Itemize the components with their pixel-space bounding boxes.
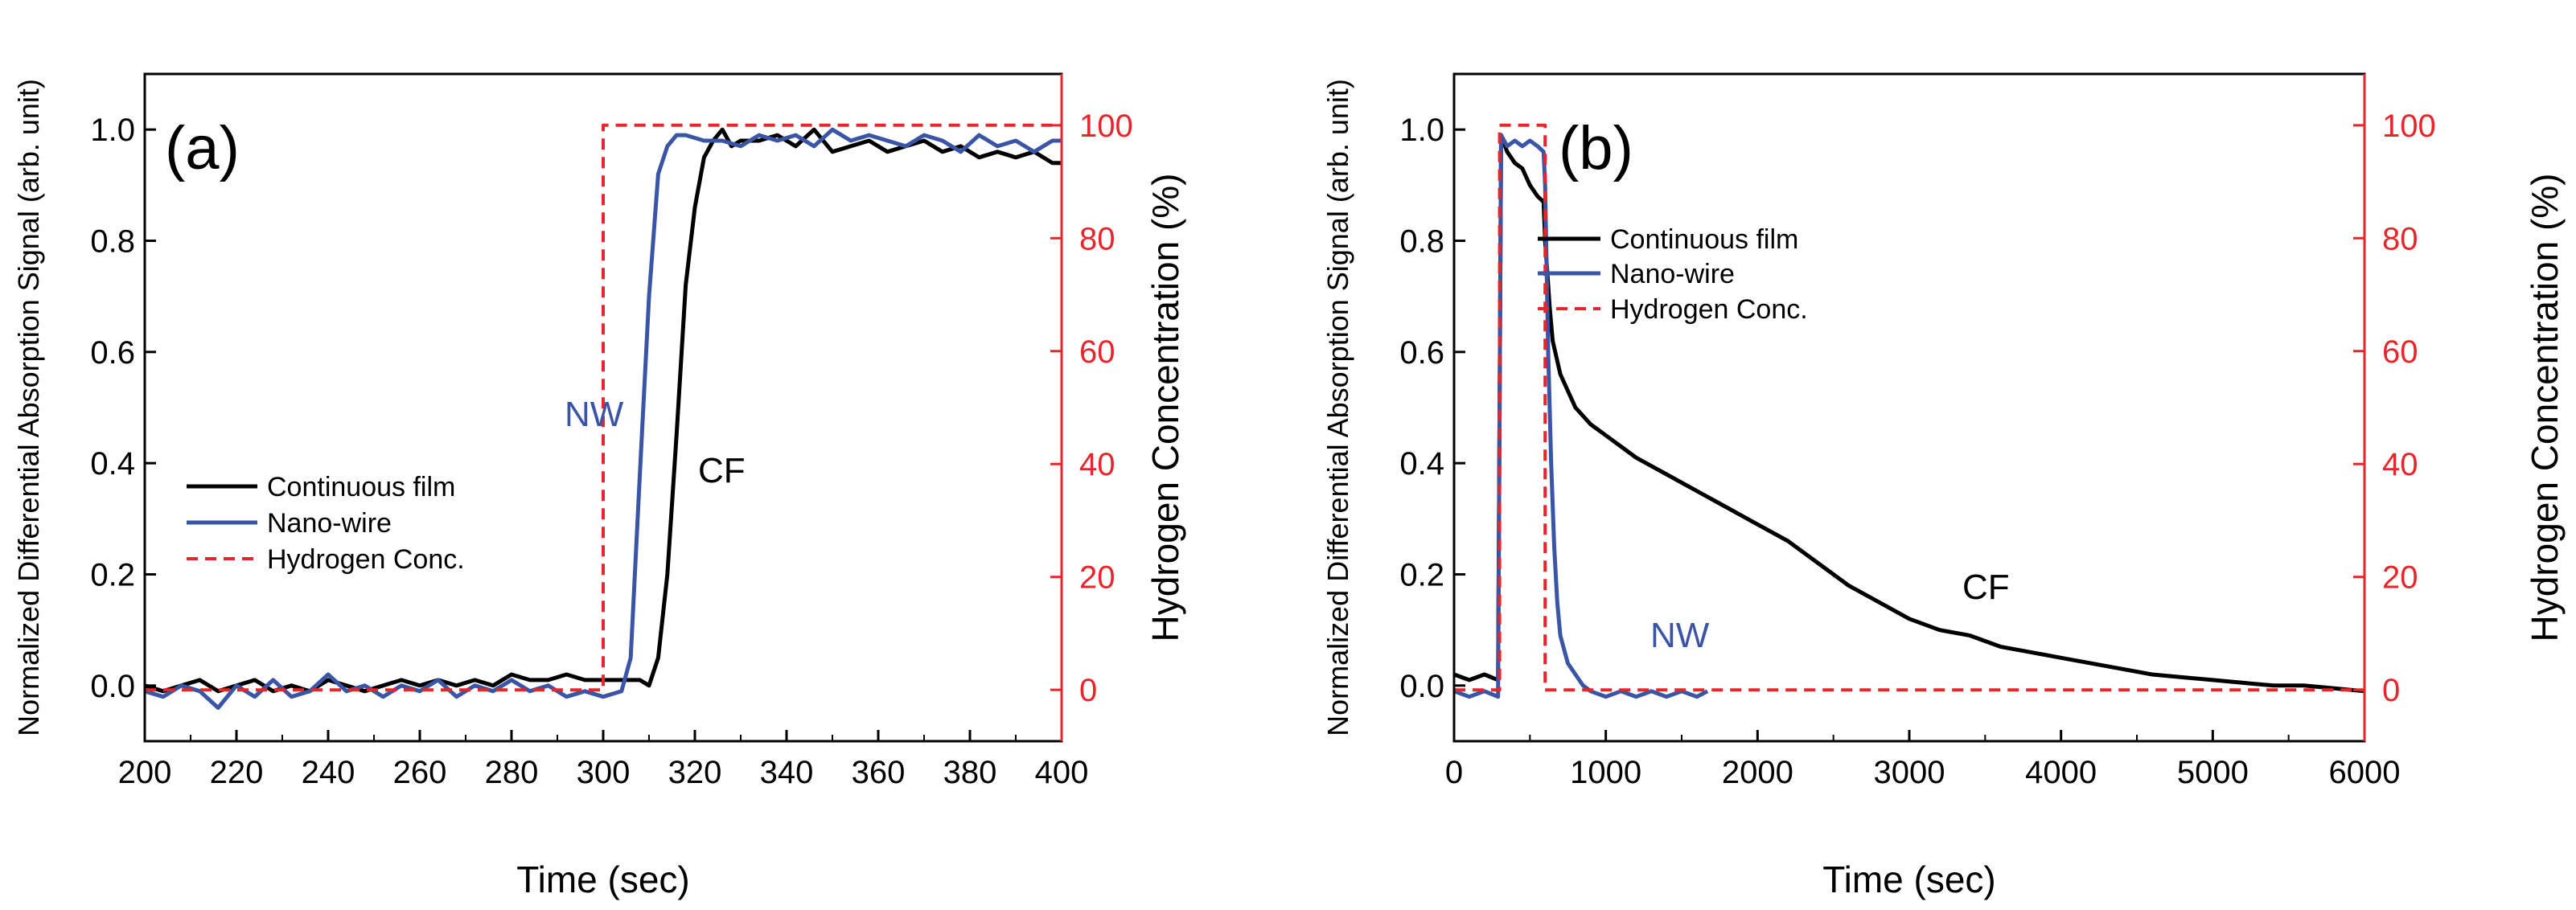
y-axis-title: Normalized Differential Absorption Signa… [12, 79, 45, 736]
y-axis-title: Normalized Differential Absorption Signa… [1321, 79, 1354, 736]
x-tick-label: 0 [1445, 755, 1463, 790]
x-tick-label: 1000 [1570, 755, 1641, 790]
series-line-h2 [145, 123, 1062, 692]
y-tick-label: 0.4 [1399, 446, 1444, 482]
y-tick-label: 0.6 [90, 335, 135, 371]
legend-label-hydrogen-conc: Hydrogen Conc. [1610, 294, 1808, 325]
x-tick-label: 240 [302, 755, 355, 790]
y-tick-label: 0.8 [1399, 224, 1444, 260]
y2-tick-label: 40 [2382, 447, 2418, 482]
x-tick-label: 380 [943, 755, 997, 790]
x-tick-label: 4000 [2025, 755, 2097, 790]
y-tick-label: 1.0 [1399, 113, 1444, 148]
y2-tick-label: 0 [2382, 673, 2400, 708]
legend-label-hydrogen-conc: Hydrogen Conc. [267, 544, 465, 575]
x-tick-label: 360 [852, 755, 906, 790]
panel-label: (b) [1559, 114, 1633, 182]
x-tick-label: 2000 [1722, 755, 1793, 790]
y2-tick-label: 80 [1079, 221, 1115, 256]
legend-label-nano-wire: Nano-wire [267, 508, 392, 539]
series-line-cf [1453, 133, 2365, 694]
y2-tick-label: 20 [1079, 560, 1115, 596]
x-tick-label: 220 [210, 755, 264, 790]
x-tick-label: 280 [485, 755, 539, 790]
y2-tick-label: 60 [2382, 334, 2418, 370]
y-tick-label: 1.0 [90, 113, 135, 148]
x-tick-label: 3000 [1874, 755, 1945, 790]
y2-tick-label: 20 [2382, 560, 2418, 596]
y2-tick-label: 100 [2382, 109, 2436, 144]
panel-a: 200 220 240 260 280 300 320 340 360 380 4000.00.20… [12, 72, 1186, 900]
y2-tick-label: 60 [1079, 334, 1115, 370]
x-tick-label: 340 [760, 755, 814, 790]
legend-label-nano-wire: Nano-wire [1610, 259, 1735, 289]
series-line-h2 [1454, 123, 2364, 692]
x-tick-label: 200 [118, 755, 172, 790]
legend: Continuous film Nano-wire Hydrogen Conc. [1538, 224, 1808, 325]
y2-tick-label: 40 [1079, 447, 1115, 482]
legend-label-continuous-film: Continuous film [267, 472, 455, 502]
y-tick-label: 0.0 [90, 669, 135, 704]
legend: Continuous film Nano-wire Hydrogen Conc. [187, 472, 465, 575]
y-tick-label: 0.2 [1399, 558, 1444, 593]
x-tick-label: 260 [393, 755, 447, 790]
annotation-nw: NW [565, 395, 624, 434]
y2-tick-label: 0 [1079, 673, 1097, 708]
y-tick-label: 0.2 [90, 558, 135, 593]
x-tick-label: 5000 [2177, 755, 2249, 790]
y2-tick-label: 80 [2382, 221, 2418, 256]
legend-label-continuous-film: Continuous film [1610, 224, 1798, 255]
x-axis-title: Time (sec) [516, 859, 690, 900]
series-line-nw [144, 127, 1062, 710]
annotation-cf: CF [1962, 568, 2010, 607]
x-axis-title: Time (sec) [1822, 859, 1996, 900]
y2-tick-label: 100 [1079, 109, 1133, 144]
y-tick-label: 0.0 [1399, 669, 1444, 704]
y-tick-label: 0.8 [90, 224, 135, 260]
x-tick-label: 400 [1035, 755, 1089, 790]
y-tick-label: 0.6 [1399, 335, 1444, 371]
y2-axis-title: Hydrogen Concentration (%) [1144, 174, 1186, 642]
panel-b: 0 1000 2000 3000 4000 5000 60000.00.20.40.60.8… [1321, 72, 2566, 900]
annotation-nw: NW [1650, 616, 1710, 655]
y-tick-label: 0.4 [90, 446, 135, 482]
panel-label: (a) [165, 114, 240, 182]
x-tick-label: 6000 [2329, 755, 2401, 790]
y2-axis-title: Hydrogen Concentration (%) [2524, 174, 2566, 642]
annotation-cf: CF [698, 451, 746, 490]
x-tick-label: 300 [577, 755, 631, 790]
x-tick-label: 320 [668, 755, 722, 790]
